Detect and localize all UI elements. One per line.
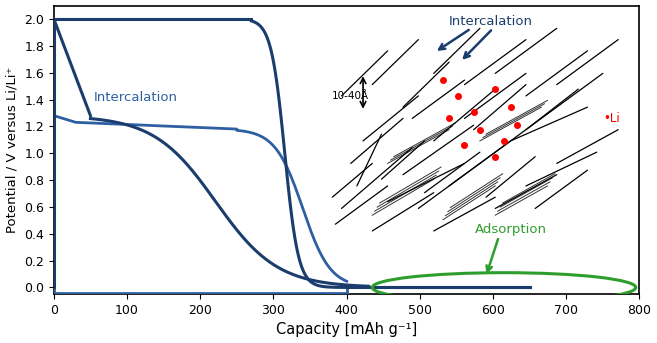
Text: Intercalation: Intercalation [94,91,178,104]
Text: Intercalation: Intercalation [449,15,533,28]
Y-axis label: Potential / V versus Li/Li⁺: Potential / V versus Li/Li⁺ [5,67,18,233]
Text: Adsorption: Adsorption [475,223,547,236]
X-axis label: Capacity [mAh g⁻¹]: Capacity [mAh g⁻¹] [276,322,417,338]
